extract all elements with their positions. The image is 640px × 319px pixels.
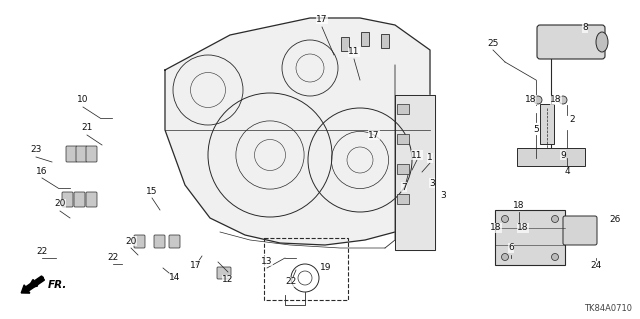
Text: 7: 7	[401, 182, 407, 191]
Text: 17: 17	[190, 261, 202, 270]
Text: 14: 14	[170, 273, 180, 283]
Circle shape	[559, 96, 567, 104]
Bar	[341, 37, 349, 51]
Circle shape	[534, 96, 542, 104]
Bar	[381, 34, 389, 48]
Text: 15: 15	[147, 187, 157, 196]
Polygon shape	[395, 95, 435, 250]
Text: 16: 16	[36, 167, 48, 175]
Bar	[361, 32, 369, 46]
Bar	[397, 134, 409, 144]
Text: 11: 11	[412, 151, 423, 160]
FancyBboxPatch shape	[134, 235, 145, 248]
Text: 12: 12	[222, 276, 234, 285]
Circle shape	[502, 216, 509, 222]
Text: 24: 24	[590, 262, 602, 271]
Circle shape	[552, 216, 559, 222]
Text: 20: 20	[54, 199, 66, 209]
Text: 4: 4	[564, 167, 570, 176]
FancyBboxPatch shape	[66, 146, 77, 162]
Circle shape	[502, 254, 509, 261]
Text: 3: 3	[429, 179, 435, 188]
Text: 17: 17	[368, 130, 380, 139]
Text: 18: 18	[513, 201, 525, 210]
Text: 22: 22	[36, 247, 47, 256]
Text: 17: 17	[316, 14, 328, 24]
Text: 10: 10	[77, 95, 89, 105]
Text: 3: 3	[440, 191, 446, 201]
Bar	[397, 104, 409, 114]
FancyBboxPatch shape	[563, 216, 597, 245]
FancyBboxPatch shape	[169, 235, 180, 248]
Text: 13: 13	[261, 256, 273, 265]
Text: 2: 2	[569, 115, 575, 123]
FancyBboxPatch shape	[86, 146, 97, 162]
Text: 9: 9	[560, 151, 566, 160]
Text: 21: 21	[81, 123, 93, 132]
Text: 6: 6	[508, 243, 514, 253]
Bar	[397, 164, 409, 174]
Bar	[517, 148, 585, 166]
Text: 18: 18	[550, 95, 562, 105]
Bar	[397, 194, 409, 204]
Text: 25: 25	[487, 39, 499, 48]
Ellipse shape	[596, 32, 608, 52]
Text: 22: 22	[108, 253, 118, 262]
Text: 18: 18	[525, 95, 537, 105]
Text: FR.: FR.	[48, 280, 67, 290]
FancyBboxPatch shape	[76, 146, 87, 162]
Bar	[540, 104, 554, 144]
FancyBboxPatch shape	[217, 267, 231, 279]
Text: 20: 20	[125, 236, 137, 246]
FancyBboxPatch shape	[154, 235, 165, 248]
FancyBboxPatch shape	[86, 192, 97, 207]
Polygon shape	[165, 18, 430, 245]
Text: 18: 18	[517, 224, 529, 233]
FancyBboxPatch shape	[62, 192, 73, 207]
Text: 8: 8	[582, 24, 588, 33]
FancyBboxPatch shape	[74, 192, 85, 207]
Circle shape	[552, 254, 559, 261]
Text: 11: 11	[348, 48, 360, 56]
Bar	[264, 238, 348, 300]
Text: 22: 22	[285, 278, 296, 286]
FancyBboxPatch shape	[537, 25, 605, 59]
Text: 18: 18	[490, 224, 502, 233]
Text: 23: 23	[30, 145, 42, 154]
Text: 19: 19	[320, 263, 332, 272]
Bar	[495, 210, 565, 265]
Text: 5: 5	[533, 125, 539, 135]
FancyArrow shape	[21, 276, 44, 293]
Text: 1: 1	[427, 153, 433, 162]
Text: TK84A0710: TK84A0710	[584, 304, 632, 313]
Text: 26: 26	[609, 216, 621, 225]
